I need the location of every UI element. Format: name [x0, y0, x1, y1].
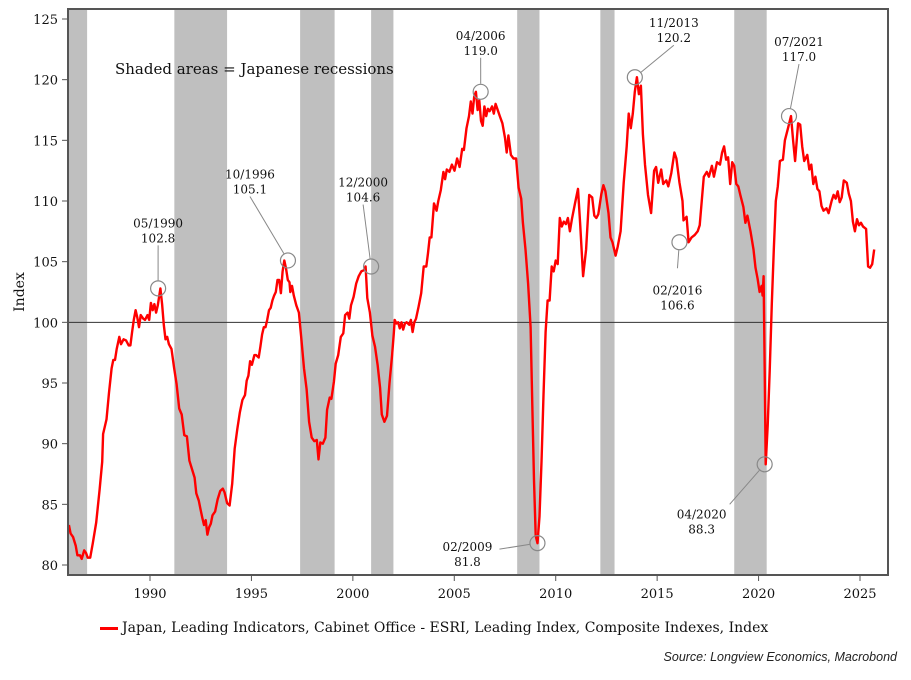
annotation-leader [676, 250, 680, 269]
annotation-value: 81.8 [454, 555, 481, 569]
annotation-leader [640, 44, 675, 73]
annotation-leader [362, 204, 371, 259]
recession-band [174, 9, 228, 575]
recession-note: Shaded areas = Japanese recessions [115, 60, 394, 78]
recession-band [300, 9, 335, 575]
annotation-marker [529, 535, 546, 552]
recession-band [68, 9, 88, 575]
annotation-marker [756, 456, 773, 473]
annotation-value: 88.3 [688, 522, 715, 536]
series-layer [67, 76, 876, 561]
x-tick-label: 2005 [438, 587, 471, 602]
y-axis: 80 85 90 95 100 105 110 115 120 125 [33, 13, 68, 574]
annotation-value: 102.8 [141, 231, 175, 245]
annotation-value: 117.0 [782, 50, 816, 64]
annotation-value: 120.2 [657, 31, 691, 45]
x-axis: 1990 1995 2000 2005 2010 2015 2020 2025 [133, 575, 877, 602]
recession-band [371, 9, 394, 575]
annotation-date: 02/2009 [443, 540, 493, 554]
y-tick-label: 90 [41, 438, 58, 453]
legend-label: Japan, Leading Indicators, Cabinet Offic… [122, 620, 769, 636]
annotation-marker [363, 258, 380, 275]
x-tick-label: 1995 [235, 587, 268, 602]
source-note: Source: Longview Economics, Macrobond [663, 650, 897, 664]
annotation-leader [249, 196, 285, 254]
recession-band [600, 9, 615, 575]
annotation-date: 04/2006 [456, 29, 506, 43]
annotation-marker [279, 252, 297, 269]
x-tick-label: 2025 [843, 587, 876, 602]
annotation-date: 02/2016 [653, 283, 703, 297]
y-tick-label: 100 [33, 316, 58, 331]
y-tick-label: 110 [33, 195, 58, 210]
x-tick-label: 2020 [742, 587, 775, 602]
annotation-marker [780, 107, 798, 125]
annotation-value: 119.0 [463, 44, 497, 58]
annotation-date: 07/2021 [774, 35, 824, 49]
annotation-leader [790, 63, 800, 109]
x-tick-label: 1990 [133, 587, 166, 602]
annotation-marker [671, 234, 688, 251]
annotation-value: 106.6 [660, 298, 694, 312]
x-tick-label: 2015 [641, 587, 674, 602]
legend: Japan, Leading Indicators, Cabinet Offic… [100, 617, 768, 639]
annotation-date: 05/1990 [133, 216, 183, 230]
y-tick-label: 105 [33, 256, 58, 271]
annotation-value: 105.1 [233, 182, 267, 196]
annotation-leader [729, 469, 760, 505]
annotation-date: 11/2013 [649, 16, 699, 30]
annotation-date: 10/1996 [225, 167, 275, 181]
recession-bands [68, 9, 767, 575]
series-line [67, 76, 876, 561]
annotation-date: 04/2020 [677, 507, 727, 521]
legend-swatch [100, 626, 118, 630]
y-tick-label: 115 [33, 134, 58, 149]
x-tick-label: 2010 [539, 587, 572, 602]
annotation-leader [499, 543, 530, 550]
annotation-marker [626, 69, 643, 86]
annotation-marker [150, 280, 167, 297]
annotation-value: 104.6 [346, 191, 380, 205]
y-tick-label: 95 [41, 377, 58, 392]
y-axis-label: Index [12, 272, 28, 312]
annotation-date: 12/2000 [338, 176, 388, 190]
y-tick-label: 120 [33, 74, 58, 89]
y-tick-label: 85 [41, 498, 58, 513]
plot-frame [67, 8, 889, 576]
annotation-marker [472, 83, 489, 100]
x-tick-label: 2000 [336, 587, 369, 602]
y-tick-label: 80 [41, 559, 58, 574]
y-tick-label: 125 [33, 13, 58, 28]
